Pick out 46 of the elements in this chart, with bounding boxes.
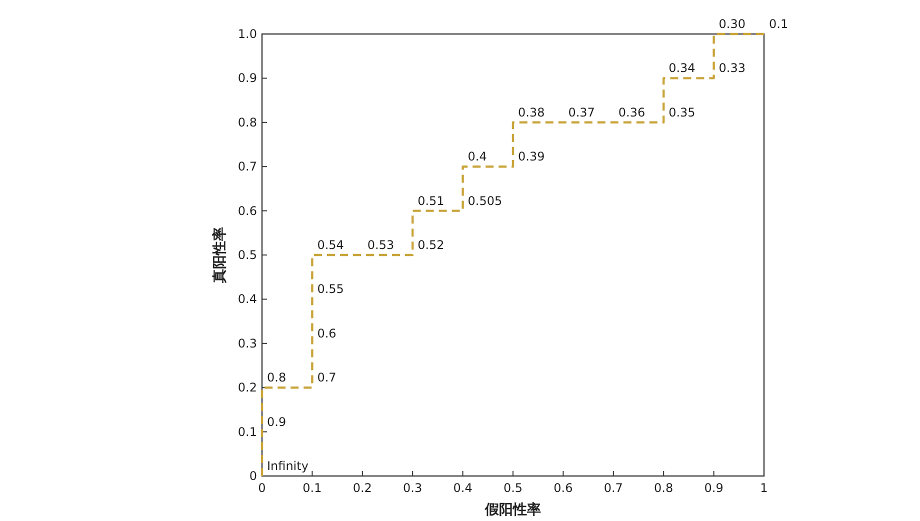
x-tick-label: 0.1 (302, 481, 322, 495)
x-tick-label: 0.3 (403, 481, 422, 495)
y-tick-label: 0.5 (238, 248, 257, 262)
y-tick-label: 1.0 (238, 27, 257, 41)
x-axis-title: 假阳性率 (484, 501, 541, 518)
x-tick-label: 0.8 (654, 481, 674, 495)
annotation: 0.7 (317, 370, 336, 385)
y-tick-label: 0.1 (238, 424, 257, 439)
y-tick-label: 0.2 (238, 380, 257, 395)
annotation: 0.37 (568, 105, 595, 120)
annotation: 0.39 (518, 150, 545, 164)
annotation: 0.53 (367, 238, 394, 252)
annotation: 0.505 (468, 194, 502, 208)
annotation: 0.34 (668, 61, 696, 76)
annotation: 0.55 (317, 282, 344, 296)
x-tick-label: 1 (760, 481, 768, 495)
y-axis-title: 真阳性率 (211, 227, 228, 284)
x-tick-label: 0.5 (503, 481, 523, 495)
y-tick-label: 0.7 (238, 160, 257, 174)
x-tick-label: 0.9 (704, 481, 724, 495)
annotation: 0.1 (769, 17, 788, 31)
x-tick-label: 0 (258, 481, 266, 495)
annotation: 0.36 (618, 105, 646, 120)
x-tick-label: 0.6 (554, 481, 573, 495)
x-tick-label: 0.2 (352, 481, 372, 495)
annotation: 0.51 (418, 194, 444, 208)
annotation: 0.9 (267, 414, 286, 429)
x-tick-label: 0.7 (604, 481, 623, 495)
annotation: 0.30 (718, 17, 746, 31)
y-tick-label: 0 (249, 469, 257, 483)
y-tick-label: 0.6 (238, 204, 257, 218)
annotation: 0.54 (317, 238, 344, 252)
annotation: 0.33 (718, 61, 746, 76)
annotation: Infinity (267, 459, 308, 473)
y-tick-label: 0.3 (238, 336, 257, 350)
line-series (260, 32, 766, 478)
annotation: 0.38 (518, 105, 545, 120)
annotation: 0.6 (317, 326, 336, 340)
annotation: 0.35 (668, 105, 696, 120)
annotation: 0.8 (267, 370, 286, 385)
y-tick-label: 0.9 (238, 71, 257, 86)
y-tick-label: 0.4 (238, 292, 257, 306)
annotation: 0.4 (468, 150, 487, 164)
y-tick-label: 0.8 (238, 115, 257, 130)
annotation: 0.52 (418, 238, 444, 252)
x-tick-label: 0.4 (453, 481, 472, 495)
